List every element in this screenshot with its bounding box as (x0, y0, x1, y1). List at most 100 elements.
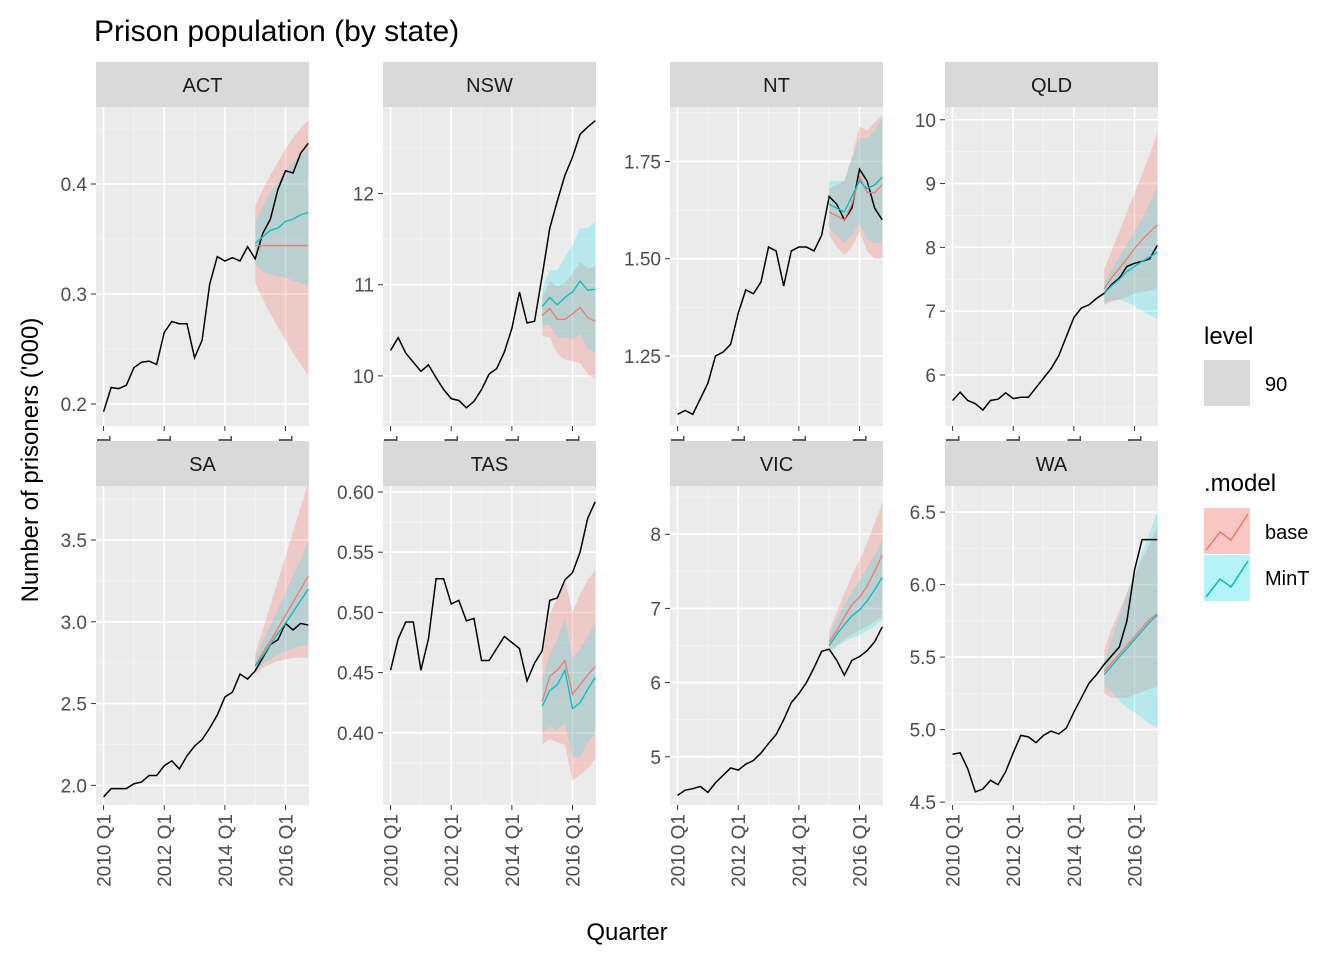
y-tick-label: 1.25 (624, 347, 661, 368)
mint-forecast-line (828, 576, 883, 646)
panel-strip-label: ACT (183, 75, 223, 97)
panel-grid: ACT 0.2 0.3 0.4 2010 Q1 2012 Q1 2014 Q1 2016 Q1… (61, 62, 1158, 887)
mint-interval-band (1104, 512, 1158, 727)
x-tick-label: 2012 Q1 (1004, 814, 1025, 887)
base-interval-band (542, 261, 596, 380)
y-tick-label: 1.75 (624, 152, 661, 173)
y-tick-label: 7 (925, 302, 936, 323)
plot-area (102, 120, 309, 412)
actual-series-line (389, 120, 596, 409)
base-forecast-line (828, 175, 883, 221)
y-tick-label: 9 (925, 175, 936, 196)
legend-level-label: 90 (1265, 374, 1287, 396)
mint-forecast-line (1103, 614, 1158, 675)
y-tick-label: 7 (650, 599, 661, 620)
base-forecast-line (828, 554, 883, 643)
mint-forecast-line (541, 280, 596, 308)
x-tick-label: 2016 Q1 (564, 814, 585, 887)
y-tick-label: 4.5 (910, 793, 936, 814)
mint-interval-band (829, 118, 883, 244)
base-interval-band (1104, 526, 1158, 698)
panel-strip-label: WA (1036, 454, 1068, 476)
mint-forecast-line (254, 211, 309, 244)
legend-base-key (1204, 508, 1250, 554)
panel-background (383, 486, 596, 805)
base-interval-band (1104, 132, 1158, 305)
y-tick-label: 12 (353, 185, 374, 206)
panel-strip-label: NSW (466, 75, 513, 97)
mint-forecast-line (1103, 251, 1158, 294)
panel-background (96, 486, 309, 805)
y-tick-label: 6 (925, 366, 936, 387)
panel-background (670, 107, 883, 426)
mint-interval-band (542, 220, 596, 354)
y-tick-label: 1.50 (624, 250, 661, 271)
panel-wa: WA 4.5 5.0 5.5 6.0 6.5 2010 Q1 2012 Q1 2014 Q1 20… (910, 441, 1158, 887)
y-tick-label: 0.50 (337, 603, 374, 624)
base-interval-band (829, 503, 883, 652)
y-tick-label: 2.5 (61, 695, 87, 716)
legend-base-line (1205, 513, 1249, 551)
y-tick-label: 6.0 (910, 576, 936, 597)
panel-strip (945, 62, 1158, 107)
y-tick-label: 0.55 (337, 543, 374, 564)
y-tick-label: 3.0 (61, 613, 87, 634)
y-tick-label: 10 (915, 111, 936, 132)
legend: level 90 .model base MinT (1204, 323, 1309, 601)
y-tick-label: 6 (650, 674, 661, 695)
panel-strip (383, 62, 596, 107)
x-tick-label: 2014 Q1 (503, 814, 524, 887)
base-forecast-line (541, 659, 596, 702)
y-tick-label: 0.2 (61, 395, 87, 416)
x-tick-label: 2016 Q1 (277, 814, 298, 887)
y-tick-label: 3.5 (61, 531, 87, 552)
x-tick-label: 2012 Q1 (442, 814, 463, 887)
y-tick-label: 11 (354, 276, 374, 297)
actual-series-line (677, 167, 883, 416)
legend-model-title: .model (1204, 470, 1276, 497)
panel-strip (670, 62, 883, 107)
y-tick-label: 5.5 (910, 648, 936, 669)
panel-sa: SA 2.0 2.5 3.0 3.5 2010 Q1 2012 Q1 2014 Q1 2016 … (61, 441, 309, 887)
mint-interval-band (255, 147, 309, 286)
plot-area (952, 132, 1158, 412)
mint-interval-band (255, 539, 309, 671)
legend-level-key (1204, 360, 1250, 406)
base-interval-band (255, 120, 309, 376)
panel-vic: VIC 5 6 7 8 2010 Q1 2012 Q1 2014 Q1 2016 Q1 (650, 441, 883, 887)
plot-area (389, 501, 596, 781)
mint-forecast-line (541, 668, 596, 710)
actual-series-line (102, 142, 309, 412)
y-tick-label: 0.4 (61, 175, 88, 196)
y-tick-label: 0.40 (337, 724, 374, 745)
y-tick-label: 0.3 (61, 285, 87, 306)
base-forecast-line (1103, 224, 1158, 290)
x-tick-label: 2014 Q1 (790, 814, 811, 887)
base-interval-band (255, 486, 309, 675)
plot-area (677, 503, 883, 796)
plot-area (103, 486, 309, 798)
x-tick-label: 2010 Q1 (382, 814, 403, 887)
panel-background (383, 107, 596, 426)
base-forecast-line (1103, 613, 1158, 673)
actual-series-line (103, 622, 309, 798)
y-tick-label: 0.60 (337, 483, 374, 504)
mint-interval-band (829, 540, 883, 653)
panel-strip-label: VIC (760, 454, 793, 476)
actual-series-line (952, 245, 1158, 412)
plot-area (677, 114, 883, 416)
panel-strip (96, 62, 309, 107)
panel-strip (945, 441, 1158, 486)
base-forecast-line (254, 575, 309, 667)
panel-strip (96, 441, 309, 486)
panel-strip (383, 441, 596, 486)
x-axis-title: Quarter (586, 919, 667, 946)
x-tick-label: 2016 Q1 (851, 814, 872, 887)
panel-tas: TAS 0.40 0.45 0.50 0.55 0.60 2010 Q1 2012 Q1 201… (337, 441, 596, 887)
panel-strip-label: SA (189, 454, 216, 476)
mint-forecast-line (828, 176, 883, 213)
legend-mint-line (1205, 560, 1249, 598)
actual-series-line (952, 538, 1158, 793)
